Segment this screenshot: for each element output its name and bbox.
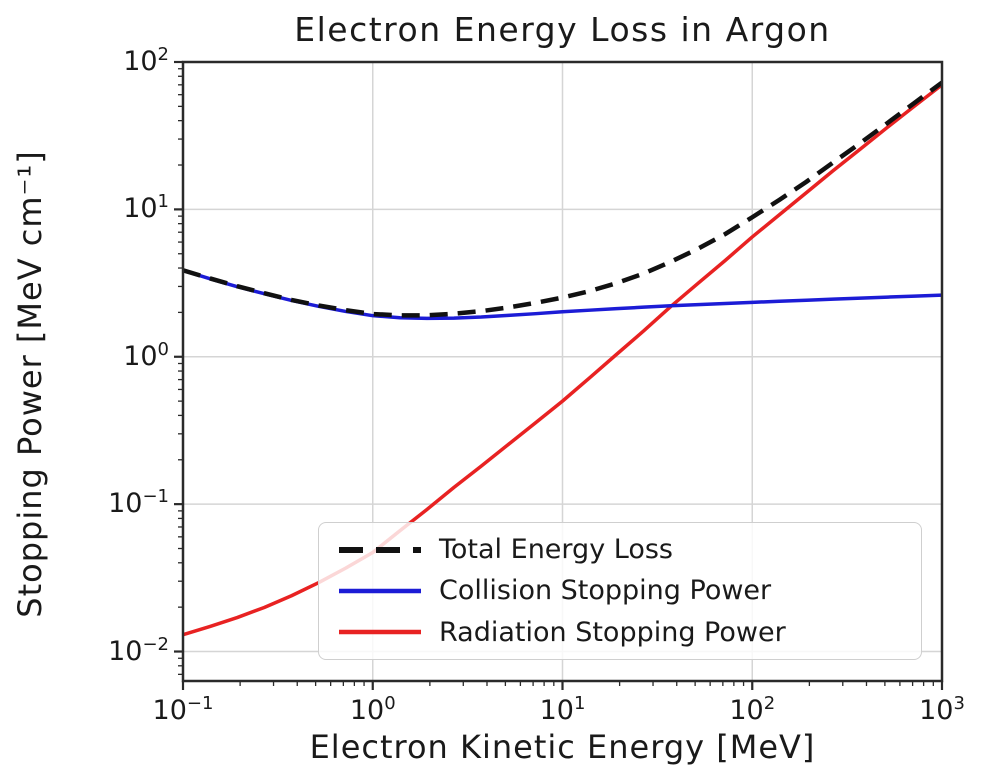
y-tick-label: 102 <box>123 44 169 77</box>
x-tick-label: 100 <box>349 693 396 726</box>
y-tick-label: 10−2 <box>108 633 169 667</box>
legend-line-sample <box>339 588 421 594</box>
x-tick-label: 103 <box>919 693 965 726</box>
legend-label: Total Energy Loss <box>439 534 673 566</box>
y-axis-label: Stopping Power [MeV cm⁻¹] <box>11 150 49 618</box>
legend: Total Energy Loss Collision Stopping Powe… <box>318 522 922 660</box>
legend-label: Collision Stopping Power <box>439 575 772 607</box>
chart-title: Electron Energy Loss in Argon <box>294 10 831 49</box>
y-tick-label: 10−1 <box>108 486 169 520</box>
y-tick-label: 101 <box>123 191 169 225</box>
legend-label: Radiation Stopping Power <box>439 616 786 648</box>
legend-entry: Radiation Stopping Power <box>319 612 921 652</box>
y-tick-label: 100 <box>123 338 169 372</box>
legend-entry: Collision Stopping Power <box>319 571 921 611</box>
series-line-radiation-stopping-power <box>183 83 942 637</box>
x-tick-label: 102 <box>729 693 776 726</box>
x-axis-label: Electron Kinetic Energy [MeV] <box>309 728 816 766</box>
legend-entry: Total Energy Loss <box>319 530 921 570</box>
legend-line-sample <box>339 546 421 553</box>
x-tick-label: 10−1 <box>152 693 214 726</box>
series-line-collision-stopping-power <box>183 268 942 321</box>
legend-line-sample <box>339 630 421 635</box>
x-tick-label: 101 <box>539 693 586 726</box>
